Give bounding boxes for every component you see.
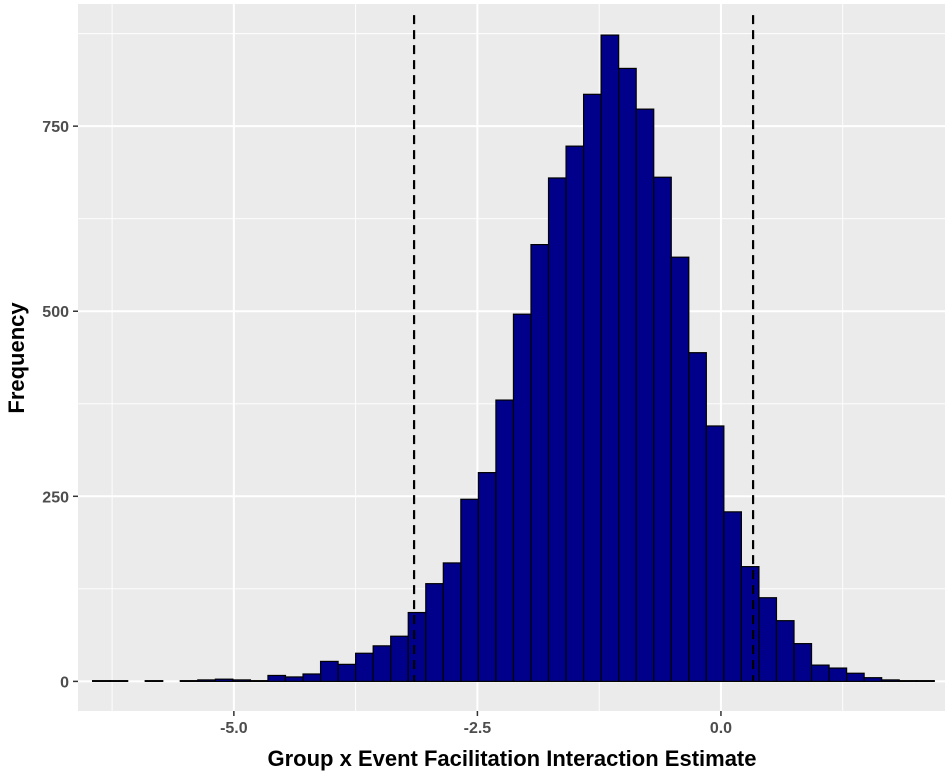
histogram-bar — [863, 677, 883, 682]
histogram-bar — [512, 313, 532, 682]
y-tick-label: 0 — [60, 674, 69, 691]
histogram-bar — [723, 511, 743, 682]
histogram-bar — [881, 679, 900, 682]
x-axis-ticks: -5.0-2.50.02.5 — [220, 711, 732, 737]
histogram-bar — [793, 643, 813, 682]
histogram-bar — [705, 425, 725, 682]
y-axis-title: Frequency — [4, 302, 29, 414]
x-tick-label: -5.0 — [220, 720, 248, 737]
histogram-bar — [477, 472, 497, 682]
histogram-bar — [810, 664, 830, 682]
histogram-bar — [740, 566, 760, 682]
histogram-bar — [284, 676, 304, 682]
histogram-bar — [547, 177, 567, 682]
histogram-bar — [916, 680, 935, 682]
histogram-bar — [109, 680, 129, 682]
histogram-bar — [214, 678, 234, 682]
histogram-bar — [828, 667, 848, 682]
histogram-bar — [898, 680, 918, 682]
y-tick-label: 500 — [42, 304, 69, 321]
histogram-bar — [407, 611, 427, 682]
y-tick-label: 250 — [42, 489, 69, 506]
histogram-bar — [758, 597, 778, 682]
histogram-bar — [267, 674, 287, 682]
histogram-bar — [302, 673, 322, 682]
y-tick-label: 750 — [42, 119, 69, 136]
histogram-bar — [600, 34, 620, 682]
histogram-bar — [232, 679, 252, 682]
histogram-bar — [582, 93, 602, 682]
histogram-bar — [249, 680, 269, 682]
histogram-bar — [425, 583, 444, 682]
x-tick-label: -2.5 — [464, 720, 492, 737]
x-axis-title: Group x Event Facilitation Interaction E… — [268, 746, 757, 771]
histogram-bar — [670, 256, 690, 682]
reference-lines — [412, 15, 755, 682]
histogram-bar — [390, 635, 409, 682]
histogram-bar — [530, 244, 550, 682]
histogram-bar — [635, 108, 655, 682]
histogram-bar — [775, 620, 795, 682]
histogram-bar — [355, 652, 374, 682]
histogram-bar — [337, 663, 357, 682]
x-tick-label: 0.0 — [710, 720, 732, 737]
histogram-bar — [495, 399, 515, 682]
histogram-bar — [92, 680, 111, 682]
histogram-bar — [460, 498, 479, 682]
histogram-bar — [372, 645, 392, 682]
histogram-bar — [442, 562, 462, 682]
histogram-bar — [319, 660, 339, 682]
histogram-bar — [688, 352, 707, 682]
histogram-bar — [653, 176, 672, 682]
histogram-bar — [179, 680, 199, 682]
histogram-bar — [144, 680, 164, 682]
histogram-bar — [846, 672, 865, 682]
histogram-bars — [92, 34, 935, 682]
histogram-bar — [565, 145, 585, 682]
y-axis-ticks: 0 250 500 750 — [42, 119, 78, 691]
histogram-bar — [197, 679, 216, 682]
histogram-bar — [618, 67, 637, 682]
